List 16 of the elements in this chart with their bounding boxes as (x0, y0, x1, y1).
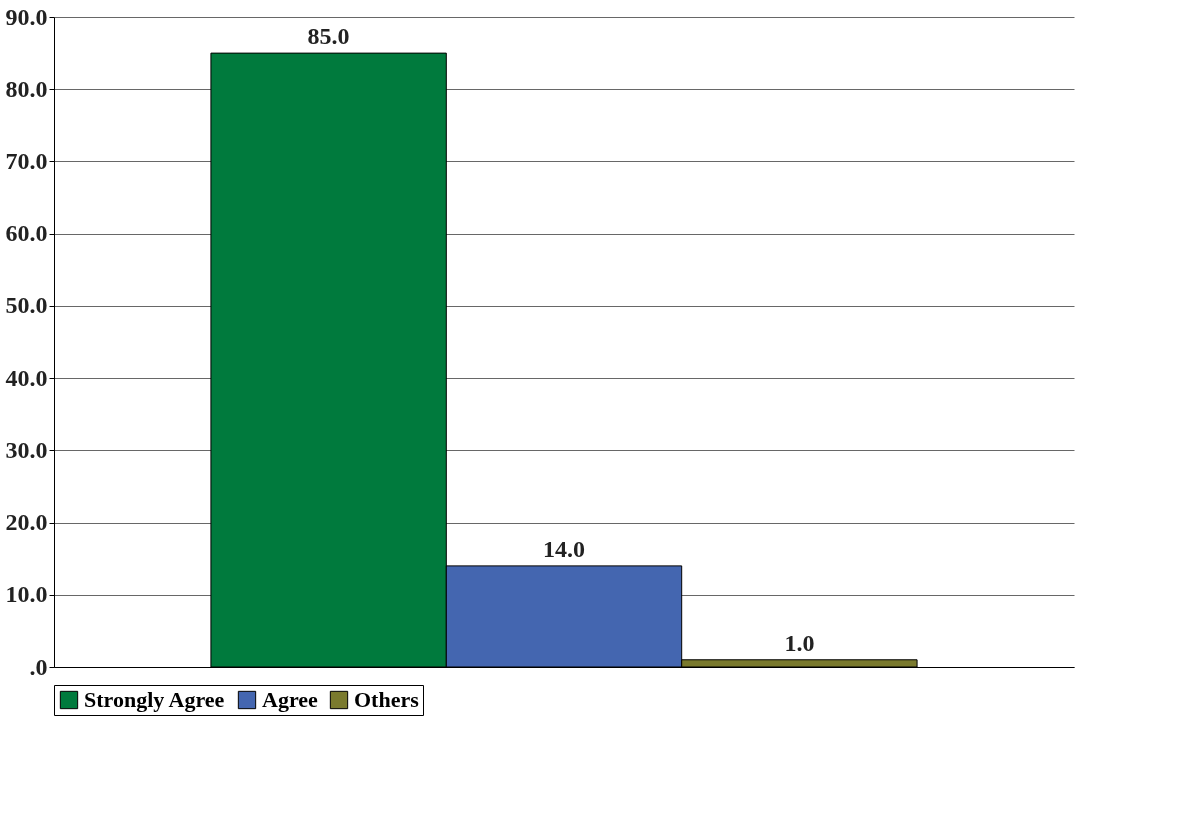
y-tick-label: 60.0 (5, 220, 48, 247)
data-label: 85.0 (307, 23, 350, 50)
y-tick-label: 90.0 (5, 3, 48, 30)
data-label: 14.0 (543, 535, 585, 562)
legend-label: Strongly Agree (84, 687, 225, 712)
y-tick-label: 50.0 (5, 292, 48, 319)
legend-label: Others (354, 687, 420, 712)
y-tick-label: 40.0 (5, 364, 48, 391)
y-tick-label: 10.0 (5, 581, 48, 608)
y-tick-label: 70.0 (5, 147, 48, 174)
legend-label: Agree (262, 687, 319, 712)
y-tick-label: 20.0 (5, 509, 48, 536)
y-tick-label: 30.0 (5, 436, 48, 463)
data-label: 1.0 (784, 629, 815, 656)
y-tick-label: 80.0 (5, 75, 48, 102)
y-tick-label: .0 (29, 653, 48, 680)
